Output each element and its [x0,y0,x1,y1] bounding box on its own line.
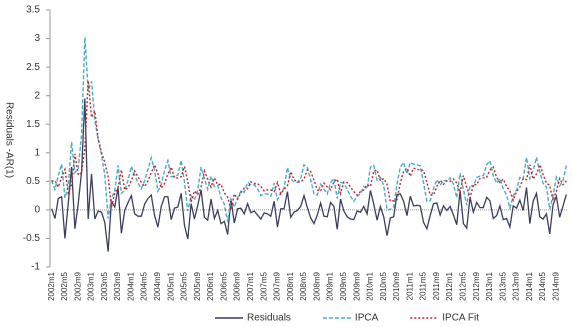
x-tick-label: 2012m1 [445,271,454,300]
x-tick-label: 2011m9 [432,271,441,300]
y-tick-label: 0.5 [26,176,40,187]
series-line [51,37,568,223]
x-tick-label: 2002m9 [73,271,82,300]
x-tick-label: 2009m9 [352,271,361,300]
x-tick-label: 2011m1 [405,271,414,300]
x-tick-label: 2005m9 [193,271,202,300]
x-tick-label: 2008m9 [312,271,321,300]
legend-label: IPCA [355,313,379,324]
x-tick-label: 2011m5 [419,271,428,300]
series-line [51,80,567,211]
x-tick-label: 2002m5 [60,271,69,300]
x-tick-label: 2007m5 [259,271,268,300]
y-tick-label: 0 [34,205,40,216]
x-tick-label: 2007m9 [273,271,282,300]
x-tick-label: 2006m5 [219,271,228,300]
x-tick-label: 2006m1 [206,271,215,300]
x-tick-label: 2003m9 [113,271,122,300]
y-tick-label: -0.5 [23,233,41,244]
x-tick-label: 2008m5 [299,271,308,300]
x-tick-label: 2010m9 [392,271,401,300]
series-line [51,98,567,252]
x-tick-label: 2006m9 [233,271,242,300]
x-tick-label: 2007m1 [246,271,255,300]
x-tick-label: 2008m1 [286,271,295,300]
y-axis-label: Residuals -AR(1) [3,102,14,178]
x-tick-label: 2002m1 [47,271,56,300]
x-tick-label: 2014m1 [525,271,534,300]
y-tick-label: 2 [34,90,40,101]
x-tick-label: 2014m5 [538,271,547,300]
x-tick-label: 2012m9 [472,271,481,300]
x-tick-label: 2003m1 [87,271,96,300]
x-tick-label: 2013m9 [512,271,521,300]
x-tick-label: 2013m5 [498,271,507,300]
y-tick-label: 1 [34,147,40,158]
y-tick-label: 1.5 [26,119,40,130]
x-tick-label: 2009m5 [339,271,348,300]
y-tick-label: -1 [31,262,40,273]
y-tick-label: 3 [34,33,40,44]
x-tick-label: 2004m5 [140,271,149,300]
x-tick-label: 2010m1 [366,271,375,300]
x-tick-label: 2009m1 [326,271,335,300]
x-tick-label: 2012m5 [459,271,468,300]
x-tick-label: 2013m1 [485,271,494,300]
legend-label: IPCA Fit [442,313,479,324]
y-tick-label: 2.5 [26,62,40,73]
x-tick-label: 2004m9 [153,271,162,300]
x-tick-label: 2004m1 [126,271,135,300]
y-tick-label: 3.5 [26,5,40,16]
x-tick-label: 2003m5 [100,271,109,300]
x-tick-label: 2014m9 [551,271,560,300]
x-tick-label: 2005m5 [180,271,189,300]
x-tick-label: 2010m5 [379,271,388,300]
x-tick-label: 2005m1 [166,271,175,300]
legend-label: Residuals [247,313,291,324]
